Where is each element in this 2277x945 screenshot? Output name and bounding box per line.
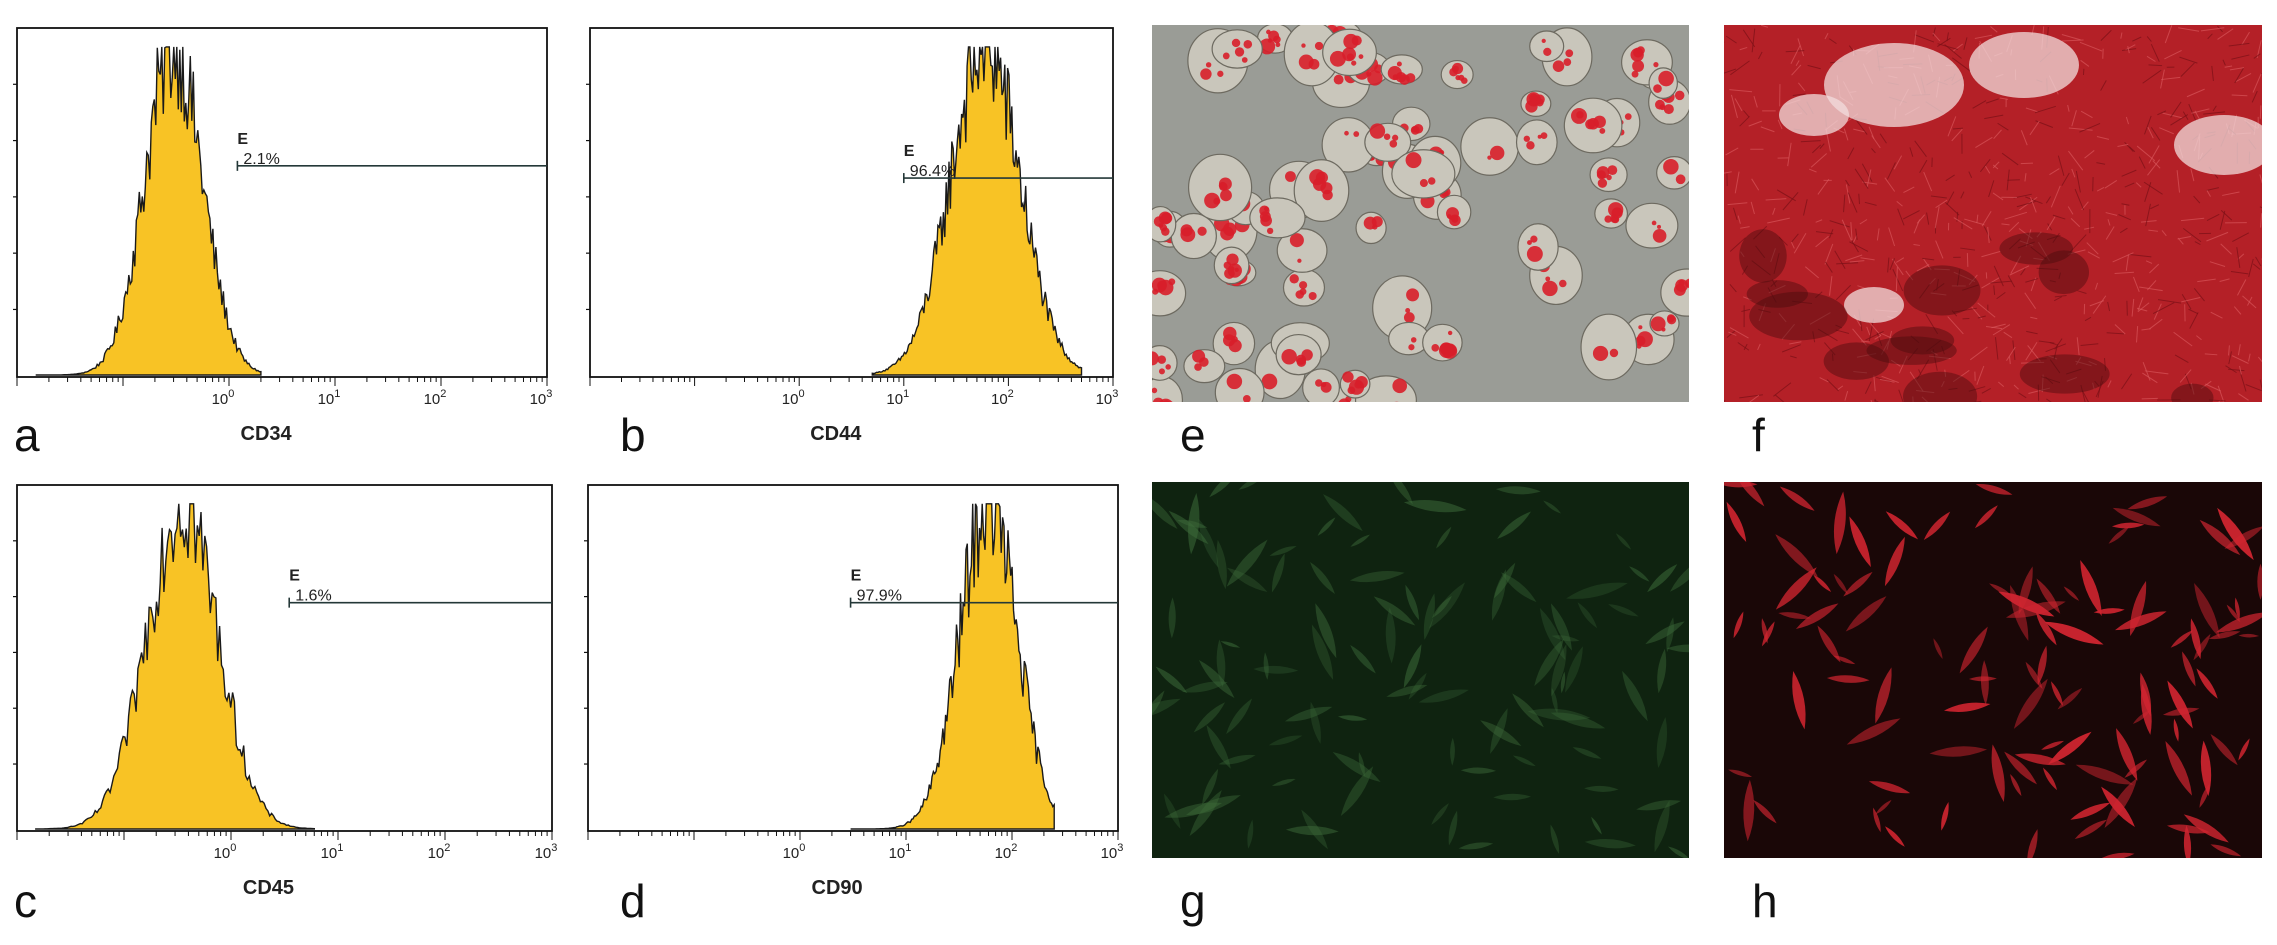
x-axis-label-b: CD44 (810, 423, 862, 445)
gate-percent-b: 96.4% (910, 163, 955, 180)
x-tick-label-a-2: 102 (424, 388, 447, 408)
x-tick-label-d-2: 102 (995, 842, 1018, 862)
histogram-panel-a: 100 101 102 103 CD34 E 2.1% (13, 27, 553, 445)
panel-letter-h: h (1752, 875, 1778, 927)
x-tick-label-c-0: 100 (214, 842, 237, 862)
panel-letter-a: a (14, 409, 40, 461)
x-tick-label-b-1: 101 (886, 388, 909, 408)
gate-label-d: E (851, 568, 862, 585)
micrograph-h (1724, 482, 2262, 858)
panel-letter-e: e (1180, 409, 1206, 461)
micrograph-f (1724, 25, 2262, 402)
x-axis-label-c: CD45 (243, 877, 294, 899)
x-tick-label-b-3: 103 (1096, 388, 1119, 408)
histogram-panel-d: 100 101 102 103 CD90 E 97.9% (584, 484, 1124, 899)
plot-frame-a (16, 27, 548, 378)
plot-frame-c (16, 484, 553, 832)
panel-letter-c: c (14, 875, 37, 927)
x-tick-label-c-3: 103 (535, 842, 558, 862)
histogram-c (35, 503, 315, 830)
x-tick-label-b-2: 102 (991, 388, 1014, 408)
x-tick-label-d-1: 101 (889, 842, 912, 862)
x-tick-label-b-0: 100 (782, 388, 805, 408)
gate-percent-c: 1.6% (295, 588, 331, 605)
gate-percent-a: 2.1% (243, 151, 279, 168)
x-axis-label-d: CD90 (812, 877, 863, 899)
gate-label-a: E (237, 131, 248, 148)
x-axis-label-a: CD34 (241, 423, 293, 445)
histogram-a (35, 46, 262, 376)
x-tick-label-d-0: 100 (783, 842, 806, 862)
histogram-b (871, 46, 1083, 376)
histogram-panel-b: 100 101 102 103 CD44 E 96.4% (586, 27, 1119, 445)
x-tick-label-d-3: 103 (1101, 842, 1124, 862)
histogram-panel-c: 100 101 102 103 CD45 E 1.6% (13, 484, 558, 899)
panel-letter-b: b (620, 409, 646, 461)
histogram-d (850, 503, 1055, 830)
panel-letter-g: g (1180, 875, 1206, 927)
x-tick-label-c-1: 101 (321, 842, 344, 862)
x-tick-label-a-1: 101 (318, 388, 341, 408)
panel-letter-f: f (1752, 409, 1765, 461)
gate-label-c: E (289, 568, 300, 585)
panel-letter-d: d (620, 875, 646, 927)
gate-label-b: E (904, 143, 915, 160)
x-tick-label-c-2: 102 (428, 842, 451, 862)
micrograph-g (1152, 482, 1689, 858)
x-tick-label-a-0: 100 (212, 388, 235, 408)
gate-percent-d: 97.9% (857, 588, 902, 605)
x-tick-label-a-3: 103 (530, 388, 553, 408)
micrograph-e (1152, 25, 1689, 402)
